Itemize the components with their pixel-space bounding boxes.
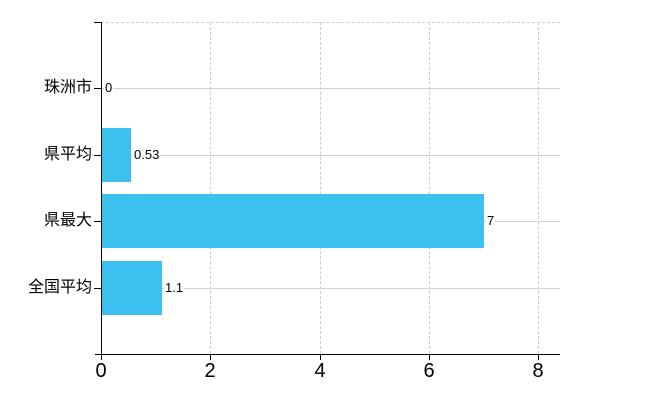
x-tick-label: 0 (95, 360, 107, 382)
bar-value-label: 0 (104, 80, 114, 96)
x-gridline (210, 22, 211, 354)
bar-value-label: 0.53 (133, 147, 161, 163)
plot-top-border (101, 22, 560, 23)
x-tick-label: 4 (314, 360, 326, 382)
x-tick (210, 354, 211, 360)
y-axis-line (101, 22, 102, 355)
x-gridline (320, 22, 321, 354)
x-tick-label: 6 (423, 360, 435, 382)
x-axis-line (95, 354, 560, 355)
category-tick (94, 288, 101, 289)
category-gridline (101, 288, 560, 289)
category-label: 全国平均 (27, 279, 92, 296)
category-label: 県最大 (43, 212, 92, 229)
category-gridline (101, 88, 560, 89)
x-tick (101, 354, 102, 360)
x-gridline (538, 22, 539, 354)
category-tick (94, 155, 101, 156)
x-tick (429, 354, 430, 360)
category-tick (94, 88, 101, 89)
x-tick (538, 354, 539, 360)
x-tick-label: 2 (204, 360, 216, 382)
category-gridline (101, 155, 560, 156)
bar-value-label: 1.1 (164, 280, 185, 296)
category-label: 県平均 (43, 146, 92, 163)
bar (102, 261, 162, 315)
x-tick (320, 354, 321, 360)
x-tick-label: 8 (532, 360, 544, 382)
y-axis-end-tick (94, 22, 101, 23)
bar-value-label: 7 (486, 213, 496, 229)
x-gridline (429, 22, 430, 354)
category-label: 珠洲市 (43, 79, 92, 96)
category-tick (94, 221, 101, 222)
bar (102, 128, 131, 182)
bar (102, 194, 484, 248)
